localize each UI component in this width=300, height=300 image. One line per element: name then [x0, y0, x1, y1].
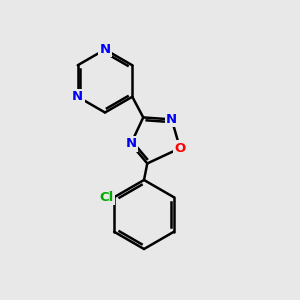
- Text: N: N: [125, 137, 136, 150]
- Text: N: N: [99, 43, 111, 56]
- Text: N: N: [72, 90, 83, 103]
- Text: N: N: [166, 113, 177, 126]
- Text: Cl: Cl: [100, 191, 114, 204]
- Text: O: O: [174, 142, 186, 155]
